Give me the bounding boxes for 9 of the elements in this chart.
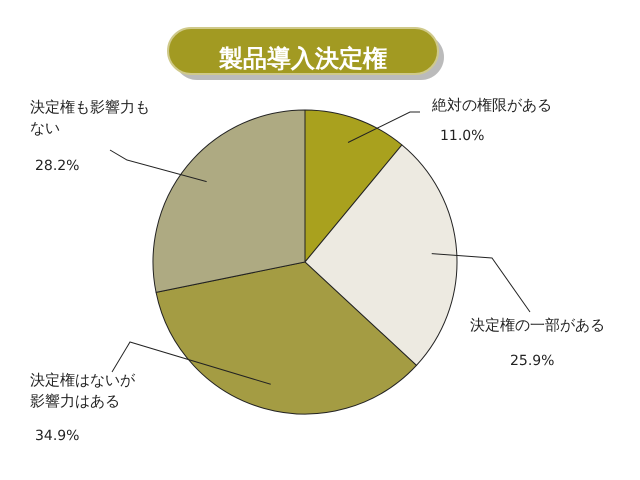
data-label: 25.9% — [510, 353, 554, 369]
slice-label: 決定権の一部がある — [470, 316, 605, 334]
data-label: 28.2% — [35, 158, 80, 174]
slice-label: 決定権はないが影響力はある — [30, 371, 136, 410]
chart-title: 製品導入決定権 — [218, 44, 387, 73]
data-label: 34.9% — [35, 428, 80, 444]
slice-label: 絶対の権限がある — [431, 96, 552, 114]
data-label: 11.0% — [440, 128, 484, 144]
slice-label: 決定権も影響力もない — [30, 98, 150, 137]
